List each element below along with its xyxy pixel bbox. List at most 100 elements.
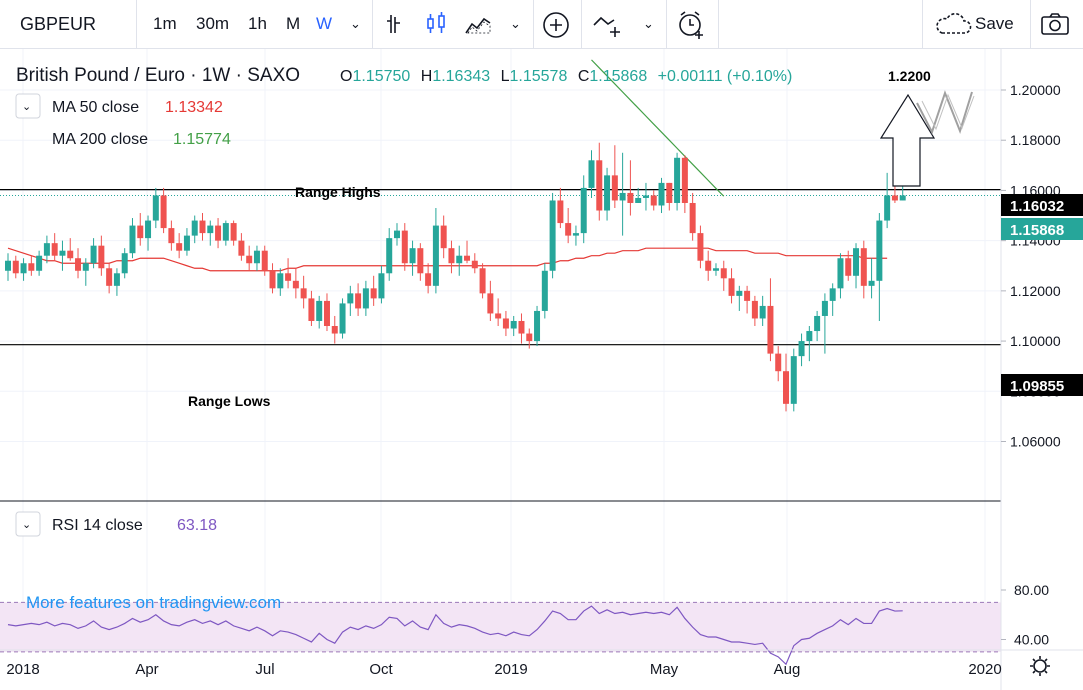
candle	[75, 248, 82, 279]
candle	[168, 220, 175, 251]
ma50-value: 1.13342	[165, 99, 223, 116]
candle	[627, 160, 634, 216]
candle	[767, 278, 774, 362]
candle	[604, 167, 611, 221]
range-highs-annotation[interactable]: Range Highs	[295, 184, 381, 200]
candle	[355, 283, 362, 316]
candle	[176, 233, 183, 259]
candle	[362, 280, 369, 316]
candle	[253, 245, 260, 271]
ma200-series	[591, 59, 725, 197]
rsi-label[interactable]: RSI 14 close	[52, 517, 143, 534]
candle	[876, 213, 883, 321]
candle	[798, 333, 805, 367]
last-price-label: 1.15868	[1001, 218, 1083, 240]
toolbar-divider	[1030, 0, 1031, 48]
time-tick-label: Apr	[135, 661, 158, 678]
price-tick-label: 1.20000	[1010, 82, 1061, 98]
candle	[705, 250, 712, 281]
cloud-icon[interactable]	[933, 13, 973, 37]
ma200-label[interactable]: MA 200 close	[52, 131, 148, 148]
candle	[635, 187, 642, 203]
candle	[806, 326, 813, 362]
candle	[378, 265, 385, 304]
candle	[191, 215, 198, 244]
candle	[199, 213, 206, 241]
collapse-legend-button[interactable]	[15, 93, 41, 119]
candles-icon[interactable]	[424, 11, 450, 37]
candle	[207, 220, 214, 246]
candle	[611, 145, 618, 209]
candle	[588, 150, 595, 198]
candle	[269, 263, 276, 294]
target-annotation[interactable]: 1.2200	[888, 68, 931, 84]
candle	[43, 235, 50, 264]
candle	[121, 248, 128, 279]
ma50-label[interactable]: MA 50 close	[52, 99, 139, 116]
time-axis[interactable]: 2018 Apr Jul Oct 2019 May Aug 2020	[6, 661, 1001, 678]
add-indicator-icon[interactable]	[541, 10, 571, 40]
chevron-down-icon[interactable]: ⌄	[510, 16, 521, 31]
candle	[689, 192, 696, 241]
candle	[409, 240, 416, 276]
symbol-search[interactable]: GBPEUR	[20, 14, 97, 34]
range-lows-annotation[interactable]: Range Lows	[188, 393, 271, 409]
candle	[246, 245, 253, 271]
candle	[557, 187, 564, 229]
collapse-rsi-legend-button[interactable]	[15, 511, 41, 537]
ohlc-values: O1.15750 H1.16343 L1.15578 C1.15868 +0.0…	[340, 68, 792, 85]
rsi-axis[interactable]: 80.00 40.00	[1001, 582, 1049, 648]
series-title[interactable]: British Pound / Euro · 1W · SAXO	[16, 65, 300, 86]
interval-week[interactable]: W	[316, 14, 333, 33]
candle	[106, 263, 113, 294]
candle	[580, 175, 587, 244]
candle	[5, 253, 11, 281]
candle	[572, 225, 579, 246]
chevron-down-icon[interactable]: ⌄	[643, 16, 654, 31]
ma50-line	[7, 247, 888, 272]
rsi-tick-label: 80.00	[1014, 582, 1049, 598]
price-axis[interactable]: 1.200001.180001.160001.140001.120001.100…	[1001, 82, 1061, 450]
candle	[642, 182, 649, 211]
candle	[712, 263, 719, 276]
candle	[347, 285, 354, 316]
candle	[323, 293, 330, 332]
ma50-series	[7, 247, 888, 272]
settings-gear-icon[interactable]	[1030, 656, 1050, 676]
candle	[783, 353, 789, 412]
candle	[837, 253, 844, 299]
interval-1h[interactable]: 1h	[248, 14, 267, 33]
toolbar-divider	[372, 0, 373, 48]
rsi-pane	[0, 601, 1001, 666]
price-tick-label: 1.06000	[1010, 434, 1061, 450]
rsi-line	[7, 605, 903, 666]
interval-1m[interactable]: 1m	[153, 14, 177, 33]
candle	[215, 218, 222, 249]
candle	[440, 215, 447, 259]
save-button[interactable]: Save	[975, 14, 1014, 33]
compare-icon[interactable]	[592, 11, 626, 39]
candle	[471, 253, 478, 274]
candle	[565, 208, 572, 244]
candle	[510, 315, 517, 337]
alarm-clock-icon[interactable]	[675, 9, 707, 41]
bar-chart-icon[interactable]	[383, 11, 409, 37]
interval-month[interactable]: M	[286, 14, 301, 33]
candle	[292, 268, 299, 299]
time-tick-label: May	[650, 661, 679, 678]
candles	[5, 142, 906, 412]
area-chart-icon[interactable]	[464, 11, 492, 37]
range-low-price-label: 1.09855	[1001, 374, 1083, 396]
interval-30m[interactable]: 30m	[196, 14, 230, 33]
range-high-price-label: 1.16032	[1001, 194, 1083, 216]
chevron-down-icon[interactable]: ⌄	[350, 16, 361, 31]
candle	[417, 243, 424, 281]
candle	[658, 177, 665, 214]
candle	[821, 293, 828, 354]
candle	[401, 223, 408, 271]
candle	[775, 346, 782, 382]
camera-icon[interactable]	[1040, 11, 1070, 37]
candle	[82, 258, 89, 286]
chart-canvas[interactable]: 1.200001.180001.160001.140001.120001.100…	[0, 49, 1083, 690]
promo-text[interactable]: More features on tradingview.com	[26, 593, 281, 612]
